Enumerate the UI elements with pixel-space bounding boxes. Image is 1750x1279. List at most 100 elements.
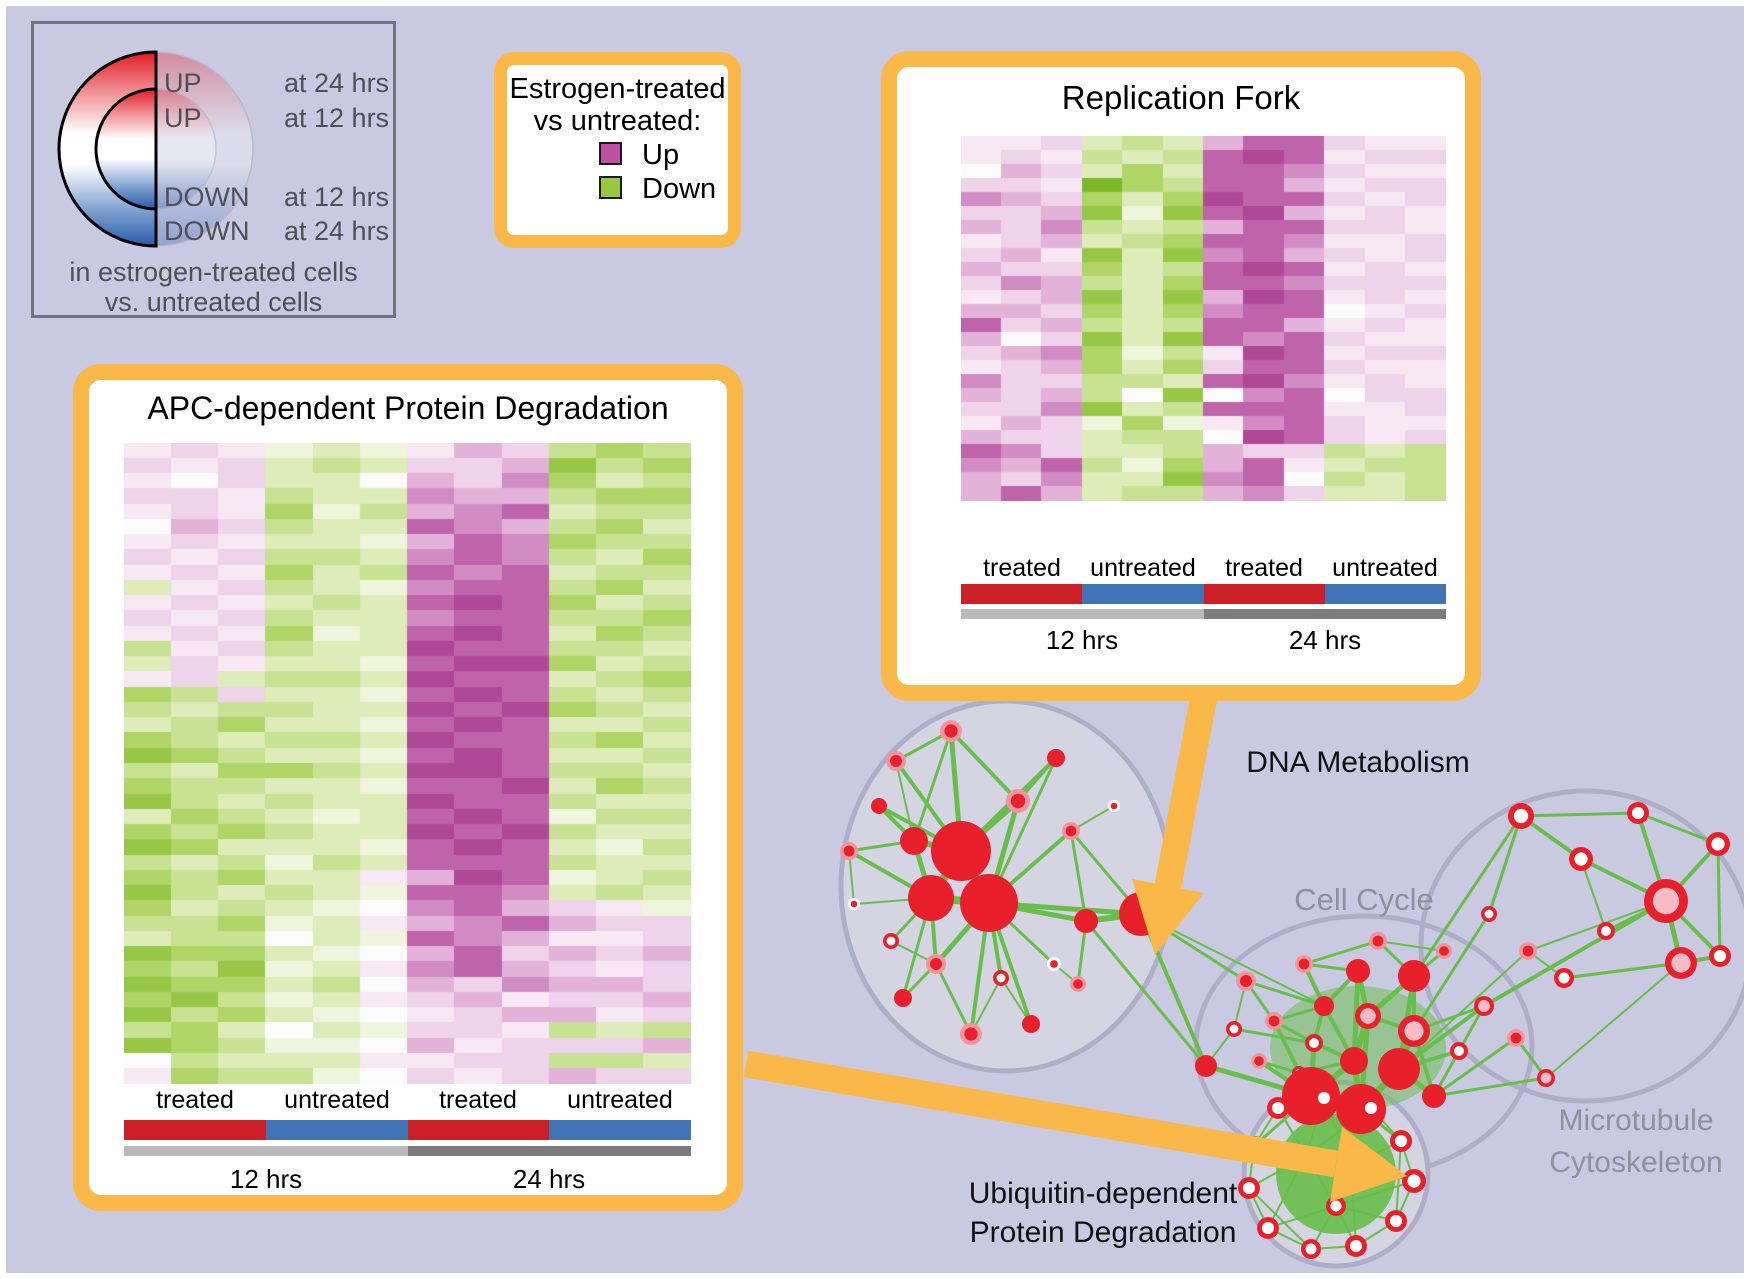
- apc-time-bar: [124, 1146, 691, 1156]
- cluster-label-dna-metabolism: DNA Metabolism: [1246, 746, 1470, 779]
- cluster-label-ubiquitin-degradation: Ubiquitin-dependent Protein Degradation: [968, 1177, 1238, 1249]
- network-edge: [1433, 1036, 1517, 1098]
- network-node-solid: [960, 874, 1018, 932]
- network-edge: [1433, 1076, 1547, 1098]
- inner-circle-right-half: [155, 88, 217, 210]
- rf-time-label-12: 12 hrs: [1045, 625, 1119, 655]
- down-color-swatch: [599, 176, 622, 199]
- network-edge: [1637, 811, 1719, 846]
- rf-group-label-3: treated: [1225, 554, 1303, 582]
- updown-color-legend: Estrogen-treated vs untreated: Up Down: [494, 52, 741, 248]
- network-edge: [1248, 1187, 1312, 1250]
- network-edge: [1716, 843, 1722, 957]
- apc-panel-title: APC-dependent Protein Degradation: [147, 390, 669, 426]
- network-edge: [1084, 920, 1208, 1067]
- network-node-solid: [1074, 909, 1098, 933]
- legend-time-24a: at 24 hrs: [284, 68, 390, 98]
- network-edge: [1412, 815, 1523, 977]
- rf-bar-treated-24: [1203, 584, 1325, 604]
- rf-bar-24hrs: [1203, 609, 1446, 619]
- network-node-solid: [1422, 1084, 1446, 1108]
- network-node-solid: [1398, 960, 1430, 992]
- network-edge: [1069, 830, 1088, 922]
- apc-bar-untreated-24: [549, 1120, 691, 1140]
- network-node-solid: [1047, 749, 1065, 767]
- rf-bar-treated-12: [961, 584, 1083, 604]
- replication-fork-heatmap: [961, 136, 1446, 501]
- network-node-solid: [908, 875, 954, 921]
- network-edge: [1520, 811, 1639, 818]
- network-node-solid: [900, 827, 928, 855]
- updown-legend-title-line2: vs untreated:: [533, 105, 702, 137]
- cluster-ellipse-microtubule-cytoskeleton: [1418, 788, 1744, 1104]
- rf-group-label-4: untreated: [1332, 554, 1438, 582]
- legend-dir-down24: DOWN: [164, 216, 250, 246]
- updown-legend-title-line1: Estrogen-treated: [509, 73, 726, 105]
- network-edge: [1483, 899, 1667, 1008]
- apc-group-label-4: untreated: [567, 1086, 673, 1114]
- network-graph: [743, 651, 1744, 1269]
- rf-group-label-1: treated: [983, 554, 1061, 582]
- network-edge: [949, 729, 1020, 803]
- concentric-updown-diagram: [57, 50, 254, 248]
- rf-panel-title: Replication Fork: [1061, 79, 1301, 116]
- apc-bar-12hrs: [124, 1146, 408, 1156]
- legend-item-down: Down: [507, 173, 728, 205]
- legend-time-24b: at 24 hrs: [284, 216, 390, 246]
- apc-bar-24hrs: [407, 1146, 691, 1156]
- apc-time-label-12: 12 hrs: [229, 1164, 303, 1194]
- cluster-label-microtubule-cytoskeleton: Microtubule Cytoskeleton: [1549, 1104, 1723, 1179]
- legend-dir-up24: UP: [164, 68, 202, 98]
- network-node-solid: [1022, 1015, 1040, 1033]
- apc-treatment-bar: [124, 1120, 691, 1140]
- legend-time-12a: at 12 hrs: [284, 103, 390, 133]
- network-edge: [1303, 939, 1379, 966]
- network-node-solid: [871, 798, 887, 814]
- network-node-solid: [894, 989, 912, 1007]
- apc-heatmap: [124, 443, 691, 1084]
- network-node-solid: [1282, 1067, 1340, 1125]
- rf-bar-untreated-24: [1324, 584, 1446, 604]
- network-edge: [1545, 962, 1682, 1079]
- down-label: Down: [642, 173, 717, 205]
- network-edge: [1000, 977, 1032, 1025]
- legend-dir-down12: DOWN: [164, 182, 250, 212]
- apc-heatmap-panel: APC-dependent Protein Degradation treate…: [73, 364, 743, 1211]
- network-edge: [1487, 815, 1523, 915]
- network-edge: [912, 730, 953, 842]
- rf-time-bar: [961, 609, 1446, 619]
- rf-treatment-bar: [961, 584, 1446, 604]
- network-node-solid: [1346, 959, 1370, 983]
- network-edge: [934, 963, 973, 1035]
- rf-group-label-2: untreated: [1090, 554, 1196, 582]
- apc-bar-untreated-12: [265, 1120, 408, 1140]
- apc-bar-treated-24: [407, 1120, 550, 1140]
- rf-time-label-24: 24 hrs: [1288, 625, 1362, 655]
- network-node-solid: [1340, 1047, 1368, 1075]
- apc-bar-treated-12: [124, 1120, 266, 1140]
- apc-arrow-head: [1330, 1127, 1407, 1202]
- rf-bar-12hrs: [961, 609, 1204, 619]
- legend-item-up: Up: [507, 139, 728, 171]
- apc-time-label-24: 24 hrs: [512, 1164, 586, 1194]
- network-edge: [1580, 858, 1607, 932]
- rf-bar-untreated-12: [1082, 584, 1204, 604]
- network-edge: [1527, 900, 1667, 952]
- expression-direction-legend: UP at 24 hrs UP at 12 hrs DOWN at 12 hrs…: [31, 21, 396, 318]
- legend-dir-up12: UP: [164, 103, 202, 133]
- network-node-solid: [1314, 996, 1334, 1016]
- legend-time-12b: at 12 hrs: [284, 182, 390, 212]
- network-elements: [838, 698, 1744, 1269]
- legend-caption-line1: in estrogen-treated cells: [69, 257, 358, 287]
- inner-circle-left-half: [94, 87, 158, 211]
- up-color-swatch: [599, 142, 622, 165]
- legend-caption-line2: vs. untreated cells: [104, 287, 323, 317]
- apc-group-label-3: treated: [439, 1086, 517, 1114]
- network-node-solid: [1378, 1048, 1420, 1090]
- network-edge: [1563, 961, 1682, 980]
- network-node-solid: [1195, 1055, 1217, 1077]
- replication-fork-panel: Replication Fork treated untreated treat…: [881, 51, 1481, 701]
- network-node-solid: [931, 821, 991, 881]
- up-label: Up: [642, 139, 680, 171]
